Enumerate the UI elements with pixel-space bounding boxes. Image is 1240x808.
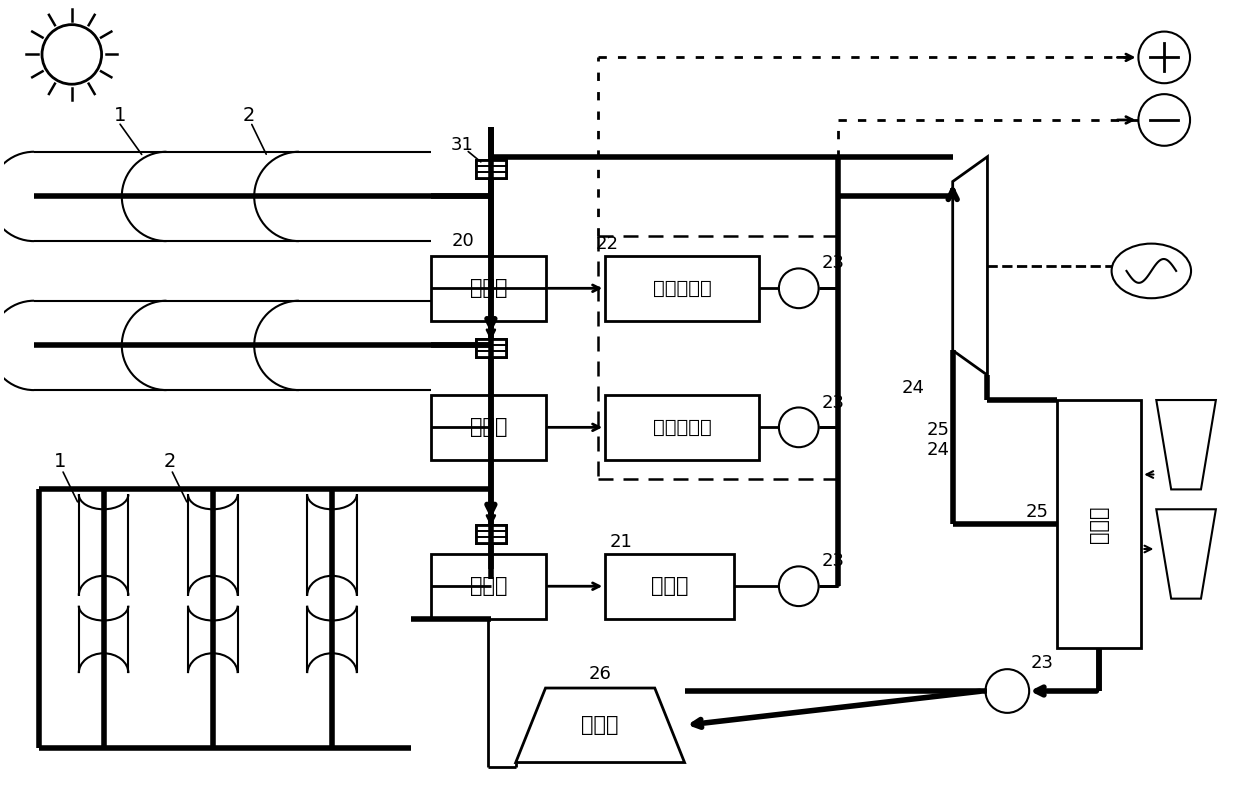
Text: 31: 31 bbox=[451, 136, 474, 154]
Text: 23: 23 bbox=[822, 553, 844, 570]
Text: 25: 25 bbox=[1025, 503, 1049, 520]
Text: 冷凝器: 冷凝器 bbox=[1089, 506, 1110, 543]
Bar bbox=[476, 525, 506, 543]
Bar bbox=[605, 256, 759, 321]
Text: 22: 22 bbox=[595, 235, 619, 253]
Bar bbox=[432, 256, 546, 321]
Text: 储热池: 储热池 bbox=[651, 576, 688, 596]
Text: 蒸发器: 蒸发器 bbox=[470, 576, 507, 596]
Text: 23: 23 bbox=[822, 255, 844, 272]
Text: 2: 2 bbox=[243, 106, 255, 124]
Text: 20: 20 bbox=[451, 232, 474, 250]
Text: 1: 1 bbox=[114, 106, 126, 124]
Text: 23: 23 bbox=[822, 393, 844, 411]
Bar bbox=[476, 339, 506, 357]
Bar bbox=[476, 525, 506, 543]
Text: 23: 23 bbox=[1030, 654, 1053, 672]
Bar bbox=[476, 160, 506, 178]
Text: 24: 24 bbox=[926, 440, 950, 459]
Text: 1: 1 bbox=[53, 452, 66, 471]
Bar bbox=[476, 339, 506, 357]
Text: 26: 26 bbox=[589, 665, 611, 683]
Text: 24: 24 bbox=[901, 379, 925, 397]
Text: 21: 21 bbox=[610, 533, 632, 551]
Bar bbox=[476, 160, 506, 178]
Bar bbox=[605, 395, 759, 460]
Text: 2: 2 bbox=[164, 452, 176, 471]
Bar bbox=[432, 395, 546, 460]
Text: 蒸发器: 蒸发器 bbox=[470, 418, 507, 437]
Text: 储热蓄电池: 储热蓄电池 bbox=[652, 418, 712, 437]
Text: 蒸发器: 蒸发器 bbox=[470, 278, 507, 298]
Text: 雾化室: 雾化室 bbox=[582, 715, 619, 735]
Bar bbox=[605, 554, 734, 618]
Bar bbox=[432, 554, 546, 618]
Text: 25: 25 bbox=[926, 421, 950, 439]
Text: 储热蓄电池: 储热蓄电池 bbox=[652, 279, 712, 298]
Bar bbox=[1056, 400, 1141, 648]
